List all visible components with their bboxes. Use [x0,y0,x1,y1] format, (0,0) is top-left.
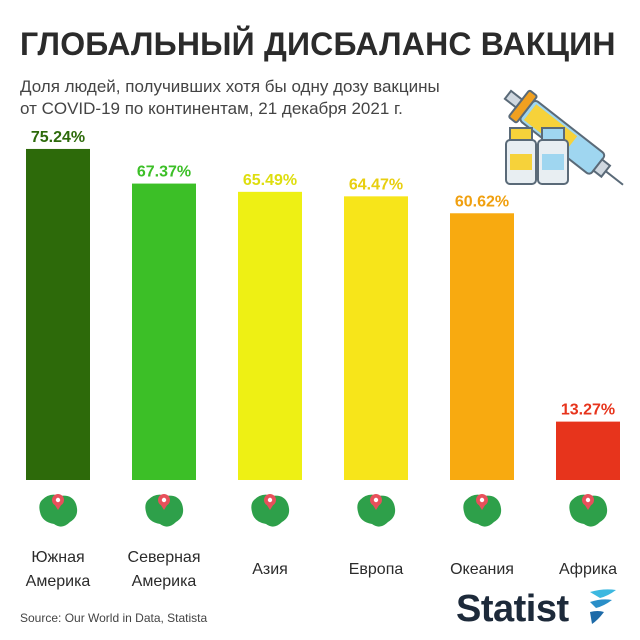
subtitle-line-1: Доля людей, получивших хотя бы одну дозу… [20,77,440,96]
bar-1 [26,148,90,480]
bar-5 [450,213,514,480]
page-subtitle: Доля людей, получивших хотя бы одну дозу… [20,76,500,120]
category-label-1-line-1: Южная [31,549,84,566]
value-label-5: 60.62% [455,193,509,210]
value-label-1: 75.24% [31,129,85,146]
category-label-5: Океания [450,561,514,578]
category-label-2-line-1: Северная [128,549,201,566]
category-label-4: Европа [349,561,404,578]
africa-map-icon [569,494,608,527]
north-america-map-icon [145,494,184,527]
bar-6 [556,421,620,480]
statista-logo: Statist [456,588,569,630]
bars-group [26,148,620,480]
page-title: ГЛОБАЛЬНЫЙ ДИСБАЛАНС ВАКЦИН [20,26,616,62]
category-label-6: Африка [559,561,617,578]
continent-icons-group [39,494,608,527]
source-note: Source: Our World in Data, Statista [20,611,208,625]
oceania-map-icon [463,494,502,527]
statista-logo-mark-icon [590,589,616,624]
category-label-1-line-2: Америка [26,573,91,590]
vaccine-syringe-icon [503,89,624,186]
value-label-2: 67.37% [137,164,191,181]
bar-3 [238,191,302,480]
value-label-6: 13.27% [561,402,615,419]
bar-4 [344,196,408,480]
category-label-2-line-2: Америка [132,573,197,590]
value-labels-group: 75.24% 67.37% 65.49% 64.47% 60.62% 13.27% [31,129,615,419]
asia-map-icon [251,494,290,527]
subtitle-line-2: от COVID-19 по континентам, 21 декабря 2… [20,99,403,118]
europe-map-icon [357,494,396,527]
value-label-3: 65.49% [243,172,297,189]
bar-2 [132,183,196,480]
bar-chart: 75.24% 67.37% 65.49% 64.47% 60.62% 13.27% Южн… [26,129,620,590]
south-america-map-icon [39,494,78,527]
value-label-4: 64.47% [349,176,403,193]
category-labels-group: Южная Америка Северная Америка Азия Европа Оке… [26,549,617,590]
category-label-3: Азия [252,561,288,578]
